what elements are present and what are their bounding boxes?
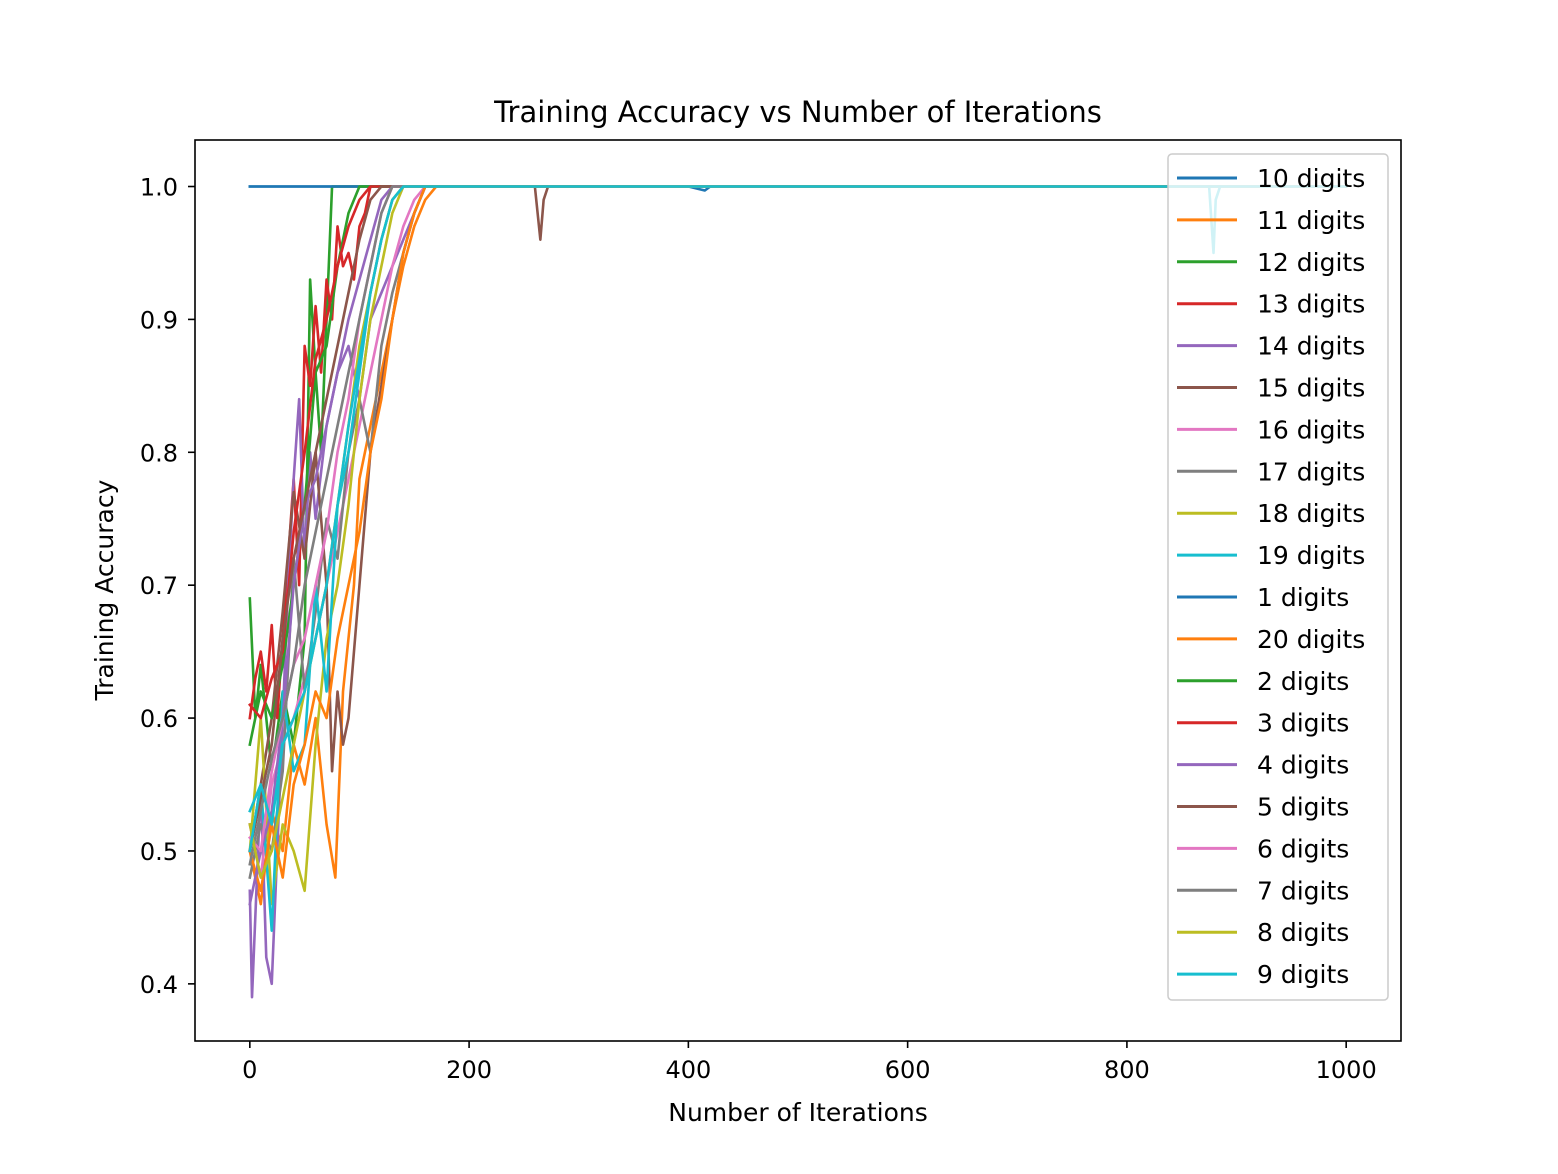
legend-label-13-digits: 13 digits — [1257, 290, 1365, 319]
legend-label-14-digits: 14 digits — [1257, 332, 1365, 361]
legend-box — [1167, 153, 1389, 1001]
series-line-11-digits — [248, 185, 1348, 906]
y-tick-label: 0.7 — [140, 572, 178, 600]
series-line-18-digits — [248, 185, 1348, 906]
series-line-5-digits — [248, 185, 1348, 853]
x-tick-label: 1000 — [1316, 1056, 1377, 1084]
y-tick-label: 0.8 — [140, 439, 178, 467]
y-tick-label: 1.0 — [140, 174, 178, 202]
series-group — [247, 185, 1348, 999]
y-tick-label: 0.5 — [140, 838, 178, 866]
legend-label-20-digits: 20 digits — [1257, 625, 1365, 654]
legend-label-15-digits: 15 digits — [1257, 374, 1365, 403]
legend-label-8-digits: 8 digits — [1257, 918, 1349, 947]
series-line-13-digits — [248, 185, 1348, 720]
series-line-15-digits — [248, 185, 1348, 853]
legend-label-2-digits: 2 digits — [1257, 667, 1349, 696]
legend-label-6-digits: 6 digits — [1257, 834, 1349, 863]
x-tick-label: 800 — [1104, 1056, 1150, 1084]
series-line-3-digits — [247, 185, 1348, 720]
series-line-4-digits — [248, 185, 1348, 906]
series-line-20-digits — [248, 185, 1348, 893]
x-axis: 0 200 400 600 800 1000 — [242, 1041, 1377, 1084]
legend-label-11-digits: 11 digits — [1257, 206, 1365, 235]
x-tick-label: 200 — [446, 1056, 492, 1084]
series-line-2-digits — [248, 185, 1348, 747]
legend-label-19-digits: 19 digits — [1257, 541, 1365, 570]
x-tick-label: 600 — [885, 1056, 931, 1084]
legend: 10 digits 11 digits 12 digits 13 digits 14 d… — [1167, 153, 1389, 1001]
legend-label-17-digits: 17 digits — [1257, 457, 1365, 486]
y-tick-label: 0.6 — [140, 705, 178, 733]
x-tick-label: 0 — [242, 1056, 257, 1084]
legend-label-12-digits: 12 digits — [1257, 248, 1365, 277]
x-axis-label: Number of Iterations — [668, 1098, 928, 1127]
legend-label-1-digits: 1 digits — [1257, 583, 1349, 612]
y-tick-label: 0.4 — [140, 971, 178, 999]
legend-label-3-digits: 3 digits — [1257, 709, 1349, 738]
series-line-7-digits — [248, 185, 1348, 866]
legend-label-16-digits: 16 digits — [1257, 415, 1365, 444]
plot-area-frame — [194, 139, 1402, 1042]
legend-label-4-digits: 4 digits — [1257, 751, 1349, 780]
legend-label-7-digits: 7 digits — [1257, 876, 1349, 905]
legend-label-5-digits: 5 digits — [1257, 793, 1349, 822]
chart-title: Training Accuracy vs Number of Iteration… — [493, 95, 1102, 129]
legend-label-10-digits: 10 digits — [1257, 164, 1365, 193]
x-tick-label: 400 — [665, 1056, 711, 1084]
series-line-9-digits — [248, 185, 1348, 853]
legend-label-9-digits: 9 digits — [1257, 960, 1349, 989]
legend-label-18-digits: 18 digits — [1257, 499, 1365, 528]
y-tick-label: 0.9 — [140, 306, 178, 334]
y-axis: 0.4 0.5 0.6 0.7 0.8 0.9 1.0 — [140, 174, 195, 999]
y-axis-label: Training Accuracy — [90, 479, 119, 701]
